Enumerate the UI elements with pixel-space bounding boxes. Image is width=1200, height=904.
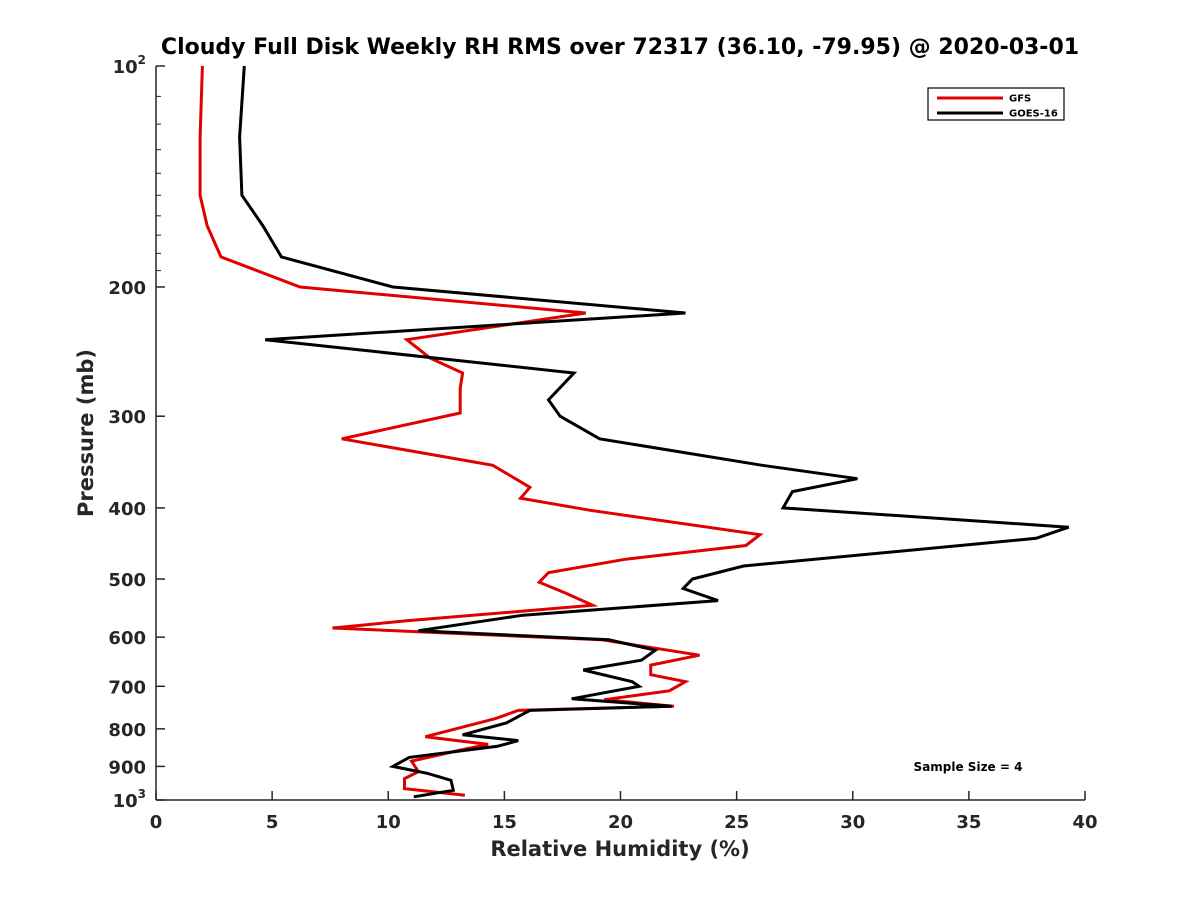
y-axis-label: Pressure (mb) xyxy=(74,349,98,517)
x-tick-label: 5 xyxy=(266,812,279,833)
legend-label-goes-16: GOES-16 xyxy=(1009,109,1058,120)
axes-layer: 0 5 10 15 20 25 30 35 40 102 200 300 400 500 600 700 800… xyxy=(108,53,1097,833)
y-tick-label: 500 xyxy=(108,570,146,591)
legend-label-gfs: GFS xyxy=(1009,94,1031,105)
chart-title: Cloudy Full Disk Weekly RH RMS over 7231… xyxy=(161,35,1079,60)
sample-size-annotation: Sample Size = 4 xyxy=(914,760,1023,774)
y-tick-label: 900 xyxy=(108,757,146,778)
y-tick-label: 200 xyxy=(108,278,146,299)
y-tick-label: 400 xyxy=(108,499,146,520)
series-line-gfs xyxy=(198,65,764,797)
y-tick-label: 102 xyxy=(113,53,146,78)
x-tick-label: 10 xyxy=(376,812,401,833)
x-tick-label: 30 xyxy=(840,812,865,833)
x-tick-label: 20 xyxy=(608,812,633,833)
legend: GFS GOES-16 xyxy=(927,87,1065,121)
y-tick-label: 600 xyxy=(108,628,146,649)
plot-area: 0 5 10 15 20 25 30 35 40 102 200 300 400 500 600 700 800… xyxy=(108,53,1097,833)
y-tick-label: 103 xyxy=(113,787,146,812)
series-layer xyxy=(198,65,1070,799)
x-tick-label: 15 xyxy=(492,812,517,833)
y-tick-label: 700 xyxy=(108,677,146,698)
x-axis-label: Relative Humidity (%) xyxy=(490,837,749,861)
legend-box xyxy=(927,87,1065,121)
y-tick-label: 300 xyxy=(108,407,146,428)
series-line-goes-16 xyxy=(238,65,1070,799)
x-tick-label: 25 xyxy=(724,812,749,833)
legend-items: GFS GOES-16 xyxy=(937,94,1058,120)
x-tick-label: 40 xyxy=(1072,812,1097,833)
x-tick-label: 35 xyxy=(956,812,981,833)
x-tick-label: 0 xyxy=(150,812,163,833)
y-tick-label: 800 xyxy=(108,720,146,741)
